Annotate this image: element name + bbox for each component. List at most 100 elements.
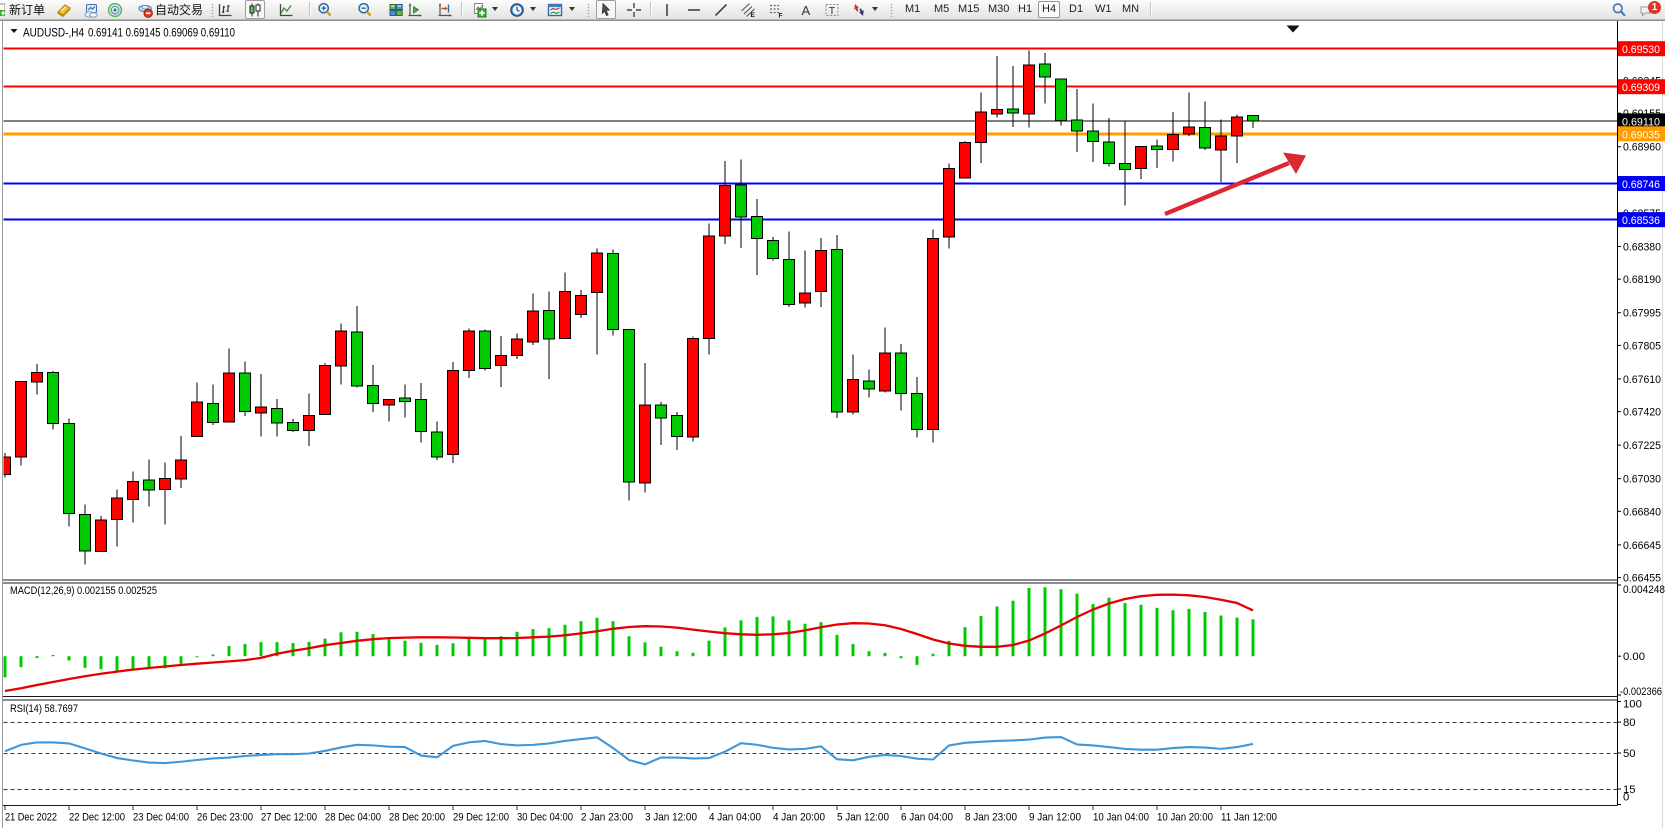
macd-histogram-bar	[771, 616, 775, 657]
macd-histogram-bar	[131, 656, 135, 671]
fibonacci-icon: F	[770, 4, 783, 18]
candle-body	[623, 329, 635, 483]
horizontal-line-button[interactable]	[684, 0, 704, 19]
auto-scroll-button[interactable]	[405, 0, 425, 19]
candle-body	[335, 330, 347, 367]
price-level-label: 0.69309	[1622, 82, 1660, 94]
cursor-button[interactable]	[596, 0, 616, 19]
toolbar-row: 新订单 自动交易	[0, 0, 1665, 19]
notifications-button[interactable]: 1	[1637, 0, 1661, 19]
templates-icon	[547, 3, 563, 16]
macd-histogram-bar	[467, 637, 471, 657]
timeframe-button-m30[interactable]: M30	[988, 3, 1010, 15]
timeframe-button-d1[interactable]: D1	[1069, 3, 1084, 15]
toolbar-grip	[587, 2, 590, 17]
timeframe-button-m5[interactable]: M5	[934, 3, 950, 15]
macd-histogram-bar	[419, 642, 423, 657]
market-watch-button[interactable]	[54, 0, 74, 19]
vertical-line-button[interactable]	[657, 0, 677, 19]
arrows-dropdown-caret[interactable]	[872, 7, 878, 11]
candle-body	[367, 384, 379, 404]
new-order-icon-partial[interactable]	[0, 0, 7, 19]
macd-histogram-bar	[179, 656, 183, 664]
indicators-dropdown-caret[interactable]	[492, 7, 498, 11]
timeframe-button-m1[interactable]: M1	[905, 3, 921, 15]
line-chart-button[interactable]	[276, 0, 296, 19]
macd-histogram-bar	[595, 617, 599, 657]
fibonacci-button[interactable]: F	[766, 0, 786, 19]
candle-body	[111, 497, 123, 520]
price-tick-label: 0.67805	[1623, 340, 1661, 352]
date-label: 27 Dec 12:00	[261, 812, 317, 824]
candle-body	[847, 378, 859, 413]
candle-body	[319, 364, 331, 416]
signals-button[interactable]	[105, 0, 125, 19]
date-label: 9 Jan 12:00	[1029, 812, 1081, 824]
price-level-label: 0.69035	[1622, 129, 1660, 141]
macd-histogram-bar	[899, 656, 903, 659]
candle-body	[1167, 134, 1179, 150]
timeframe-button-h4[interactable]: H4	[1038, 1, 1061, 18]
new-order-icon	[0, 3, 5, 16]
macd-histogram-bar	[979, 616, 983, 657]
vertical-line-icon	[666, 3, 668, 16]
candle-body	[975, 111, 987, 143]
chart-shift-button[interactable]	[435, 0, 455, 19]
periods-dropdown-caret[interactable]	[530, 7, 536, 11]
macd-histogram-bar	[115, 656, 119, 672]
horizontal-level-lines[interactable]	[3, 47, 1618, 221]
candle-body	[95, 519, 107, 552]
trend-arrow-annotation[interactable]	[1164, 152, 1306, 217]
candle-body	[223, 372, 235, 423]
chart-shift-marker[interactable]	[1286, 25, 1300, 33]
candle-body	[495, 355, 507, 367]
candle-body	[175, 459, 187, 480]
timeframe-button-w1[interactable]: W1	[1095, 3, 1112, 15]
crosshair-button[interactable]	[624, 0, 644, 19]
candle-body	[895, 352, 907, 395]
channel-button[interactable]: E	[738, 0, 758, 19]
label-button[interactable]: T	[822, 0, 842, 19]
new-order-button[interactable]: 新订单	[5, 0, 49, 19]
macd-histogram-bar	[1091, 604, 1095, 657]
timeframe-button-mn[interactable]: MN	[1122, 3, 1140, 15]
candle-body	[159, 478, 171, 490]
crosshair-icon	[627, 2, 641, 17]
indicators-button[interactable]	[469, 0, 489, 19]
data-window-button[interactable]	[81, 0, 101, 19]
timeframe-button-m15[interactable]: M15	[958, 3, 980, 15]
tile-windows-button[interactable]	[386, 0, 406, 19]
candlestick-chart-button[interactable]	[245, 0, 265, 19]
rsi-tick-label: 80	[1623, 717, 1636, 729]
timeframe-button-h1[interactable]: H1	[1018, 3, 1033, 15]
zoom-out-button[interactable]	[355, 0, 375, 19]
bar-chart-button[interactable]	[215, 0, 235, 19]
macd-histogram-bar	[83, 656, 87, 668]
candle-body	[303, 415, 315, 431]
date-label: 28 Dec 20:00	[389, 812, 445, 824]
zoom-in-button[interactable]	[315, 0, 335, 19]
candle-body	[191, 401, 203, 438]
time-axis: 21 Dec 2022 22 Dec 12:00 23 Dec 04:00 26 De…	[4, 805, 1277, 824]
one-click-trading-arrow-icon[interactable]	[10, 29, 18, 33]
periods-button[interactable]	[507, 0, 527, 19]
price-level-label-box	[1618, 126, 1665, 142]
macd-histogram-bar	[1203, 611, 1207, 657]
arrows-button[interactable]	[849, 0, 869, 19]
text-button[interactable]: A	[796, 0, 816, 19]
search-button[interactable]	[1609, 0, 1629, 19]
macd-histogram-bar	[1171, 610, 1175, 657]
macd-histogram-bar	[499, 636, 503, 657]
candle-body	[1247, 115, 1259, 122]
macd-histogram-bar	[1059, 589, 1063, 657]
macd-histogram-bar	[163, 656, 167, 669]
trendline-button[interactable]	[711, 0, 731, 19]
macd-tick-label: 0.00	[1623, 651, 1645, 663]
price-tick-label: 0.68380	[1623, 241, 1661, 253]
candle-body	[351, 331, 363, 387]
templates-button[interactable]	[545, 0, 565, 19]
templates-dropdown-caret[interactable]	[569, 7, 575, 11]
date-label: 30 Dec 04:00	[517, 812, 573, 824]
autotrading-button[interactable]: 自动交易	[135, 0, 207, 19]
